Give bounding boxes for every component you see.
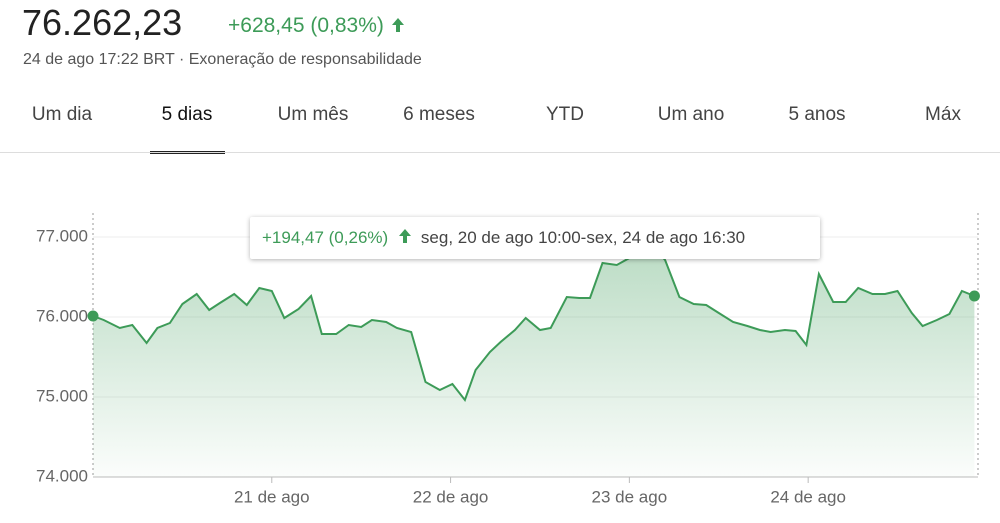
y-tick-label: 76.000 [36,306,88,325]
end-point [87,310,99,322]
up-arrow [398,229,411,243]
tab[interactable]: YTD [546,104,584,125]
separator [0,152,1000,153]
x-tick-label: 21 de ago [234,487,310,506]
y-tick-label: 75.000 [36,386,88,405]
tab[interactable]: Máx [925,104,961,125]
tooltip-range: seg, 20 de ago 10:00-sex, 24 de ago 16:3… [420,228,746,247]
y-tick-label: 77.000 [36,226,88,245]
up-arrow [391,18,404,32]
price-line [92,246,975,403]
tab[interactable]: 5 anos [788,104,846,125]
end-point [968,290,980,302]
timestamp: 24 de ago 17:22 BRT · Exoneração de resp… [23,51,422,68]
tab[interactable]: Um mês [277,104,349,125]
tab[interactable]: 5 dias [161,104,213,125]
tab[interactable]: Um ano [657,104,725,125]
tab[interactable]: 6 meses [403,104,475,125]
x-tick-label: 23 de ago [592,487,668,506]
tooltip-change: +194,47 (0,26%) [262,228,389,247]
price-change: +628,45 (0,83%) [228,14,406,38]
x-tick-label: 22 de ago [413,487,489,506]
tooltip: +194,47 (0,26%) seg, 20 de ago 10:00-sex… [250,217,820,259]
area-fill [93,248,975,477]
price: 76.262,23 [22,2,183,43]
change-text: +628,45 (0,83%) [228,14,384,37]
y-tick-label: 74.000 [36,466,88,485]
x-tick-label: 24 de ago [770,487,846,506]
tab[interactable]: Um dia [31,104,93,125]
